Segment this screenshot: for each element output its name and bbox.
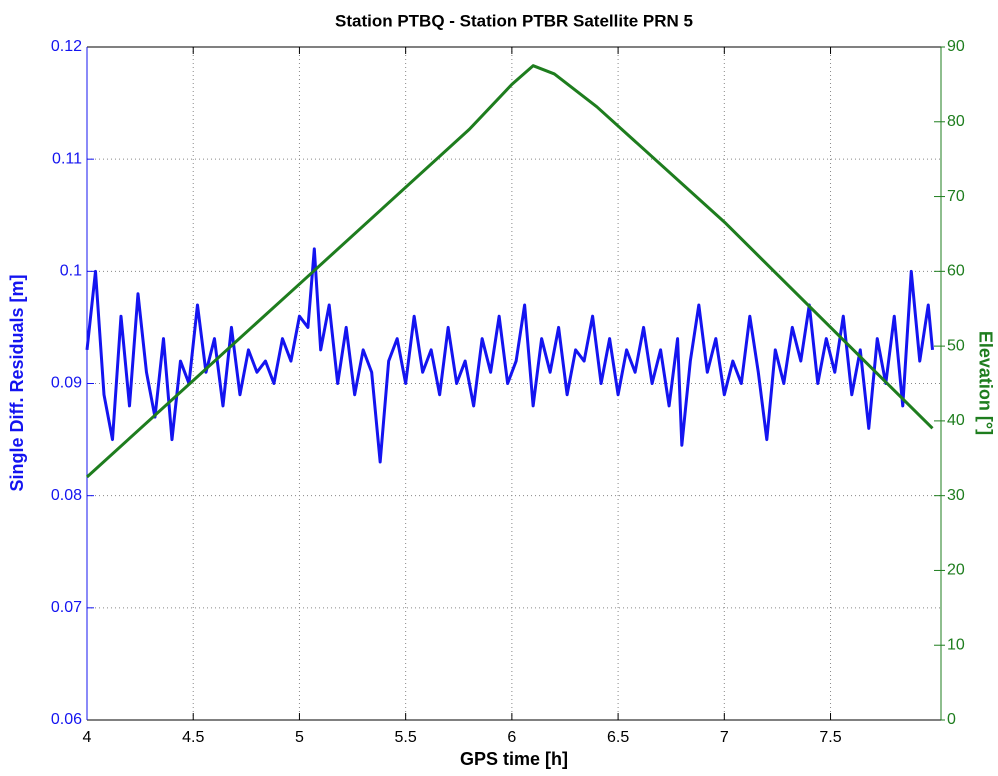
y-tick-label: 0.08	[51, 487, 82, 504]
y2-tick-label: 90	[947, 38, 965, 55]
y2-tick-label: 80	[947, 113, 965, 130]
series-line	[85, 247, 934, 464]
y2-tick-label: 0	[947, 711, 956, 728]
x-tick-label: 6.5	[607, 729, 629, 746]
series-line	[85, 64, 934, 479]
y-tick-label: 0.11	[52, 150, 82, 167]
y2-tick-label: 70	[947, 188, 965, 205]
y2-tick-label: 10	[947, 636, 965, 653]
x-tick-label: 6	[507, 729, 516, 746]
chart-title: Station PTBQ - Station PTBR Satellite PR…	[335, 11, 693, 30]
y2-tick-label: 30	[947, 487, 965, 504]
x-axis-label: GPS time [h]	[460, 749, 568, 769]
y2-tick-label: 60	[947, 263, 965, 280]
y-tick-label: 0.1	[60, 263, 82, 280]
y-tick-label: 0.12	[51, 38, 82, 55]
y-axis-label: Single Diff. Residuals [m]	[7, 274, 27, 491]
x-tick-label: 4.5	[182, 729, 204, 746]
y2-axis-label: Elevation [°]	[975, 331, 995, 435]
x-tick-label: 7	[720, 729, 729, 746]
x-tick-label: 4	[83, 729, 92, 746]
x-tick-label: 7.5	[819, 729, 841, 746]
y2-tick-label: 40	[947, 412, 965, 429]
y-tick-label: 0.06	[51, 711, 82, 728]
y2-tick-label: 20	[947, 562, 965, 579]
y-tick-label: 0.07	[51, 599, 82, 616]
x-tick-label: 5.5	[395, 729, 417, 746]
x-tick-label: 5	[295, 729, 304, 746]
plot-area	[87, 47, 941, 720]
y2-tick-label: 50	[947, 337, 965, 354]
y-tick-label: 0.09	[51, 375, 82, 392]
